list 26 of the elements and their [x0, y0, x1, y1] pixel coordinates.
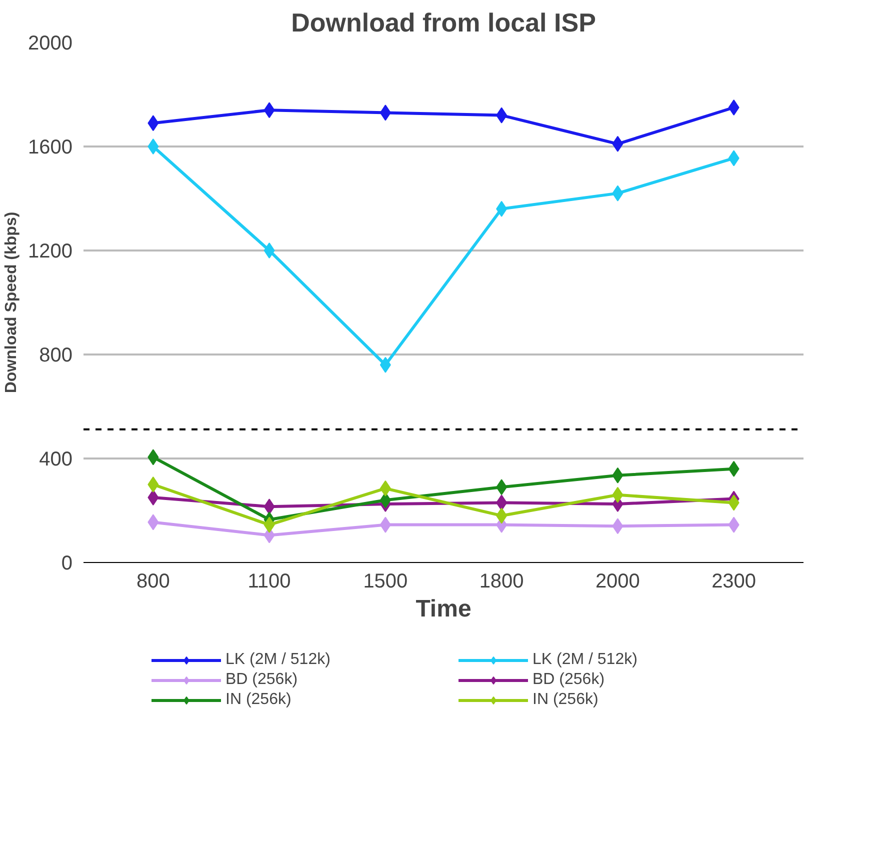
y-tick-label: 1600 — [28, 136, 73, 158]
legend-label: BD (256k) — [226, 671, 299, 689]
x-tick-label: 800 — [136, 570, 170, 592]
x-tick-label: 1100 — [248, 570, 291, 592]
y-tick-label: 1200 — [28, 240, 73, 262]
y-tick-label: 0 — [61, 552, 72, 574]
y-axis-title: Download Speed (kbps) — [3, 212, 20, 394]
y-tick-label: 400 — [39, 448, 73, 470]
x-axis-title: Time — [416, 596, 472, 622]
chart-title: Download from local ISP — [291, 8, 596, 38]
point — [148, 490, 159, 506]
x-tick-label: 1500 — [363, 570, 408, 592]
x-tick-label: 1800 — [479, 570, 524, 592]
point — [728, 100, 740, 116]
point — [264, 242, 275, 258]
legend-label: IN (256k) — [226, 691, 292, 709]
point — [148, 138, 159, 154]
y-tick-label: 2000 — [28, 32, 73, 54]
legend-label: LK (2M / 512k) — [226, 651, 332, 669]
x-tick-label: 2300 — [712, 570, 756, 592]
legend-label: IN (256k) — [532, 691, 600, 709]
y-tick-label: 800 — [39, 344, 73, 366]
point — [148, 476, 159, 492]
legend-label: BD (256k) — [532, 671, 606, 689]
x-tick-label: 2000 — [595, 570, 640, 592]
legend-label: LK (2M / 512k) — [532, 651, 638, 669]
